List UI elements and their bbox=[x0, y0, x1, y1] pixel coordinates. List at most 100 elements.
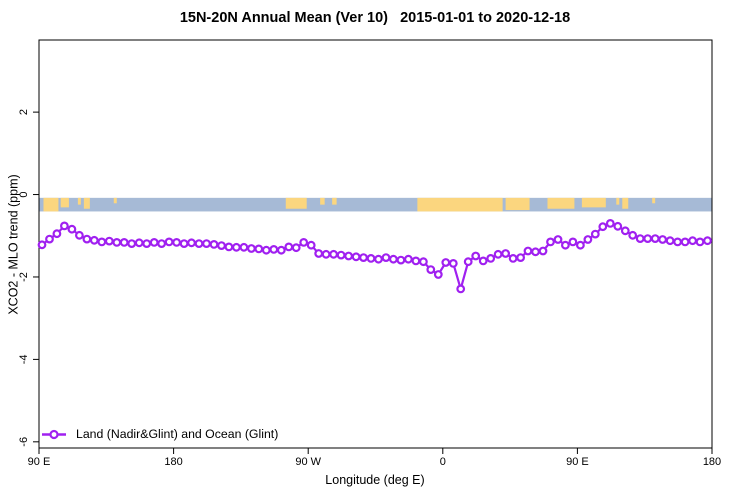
data-point-marker bbox=[404, 254, 413, 264]
data-point-marker bbox=[546, 237, 555, 247]
data-point-marker bbox=[635, 234, 645, 244]
legend-label: Land (Nadir&Glint) and Ocean (Glint) bbox=[76, 427, 279, 441]
data-point-marker bbox=[568, 237, 578, 247]
data-point-marker bbox=[703, 236, 712, 246]
plot-title: 15N-20N Annual Mean (Ver 10) 2015-01-01 … bbox=[179, 10, 571, 26]
data-point-marker bbox=[643, 234, 653, 244]
y-tick-label: 0 bbox=[18, 191, 30, 197]
data-point-marker bbox=[329, 249, 339, 259]
data-point-marker bbox=[688, 236, 697, 246]
data-point-marker bbox=[149, 237, 159, 247]
y-tick-label: -4 bbox=[18, 355, 30, 365]
data-point-marker bbox=[254, 244, 264, 254]
data-point-marker bbox=[179, 239, 189, 249]
data-point-marker bbox=[164, 237, 174, 247]
data-point-marker bbox=[486, 253, 496, 263]
data-point-marker bbox=[97, 237, 107, 247]
data-point-marker bbox=[463, 257, 473, 267]
data-point-marker bbox=[37, 240, 47, 250]
data-point-marker bbox=[493, 249, 503, 259]
data-point-marker bbox=[478, 256, 488, 266]
land-segment bbox=[616, 197, 620, 205]
data-point-marker bbox=[650, 234, 660, 244]
data-point-marker bbox=[231, 242, 241, 252]
land-segment bbox=[113, 197, 117, 204]
data-point-marker bbox=[628, 230, 638, 240]
data-point-marker bbox=[673, 237, 682, 247]
data-point-marker bbox=[620, 226, 630, 236]
data-point-marker bbox=[284, 242, 294, 252]
data-point-marker bbox=[695, 237, 705, 247]
land-segment bbox=[285, 197, 307, 209]
land-segment bbox=[505, 197, 530, 211]
x-tick-label: 90 E bbox=[566, 456, 589, 468]
data-point-marker bbox=[104, 236, 114, 246]
data-point-marker bbox=[344, 251, 354, 261]
ocean-strip bbox=[39, 197, 712, 212]
data-point-marker bbox=[590, 229, 600, 239]
land-segment bbox=[43, 197, 59, 212]
data-point-marker bbox=[194, 239, 204, 249]
data-point-marker bbox=[239, 242, 249, 252]
data-point-marker bbox=[665, 236, 675, 246]
data-point-marker bbox=[269, 244, 279, 254]
data-point-marker bbox=[217, 241, 226, 251]
data-point-marker bbox=[508, 253, 518, 263]
data-point-marker bbox=[82, 234, 92, 244]
data-point-marker bbox=[426, 265, 436, 275]
data-point-marker bbox=[471, 251, 481, 261]
data-point-marker bbox=[501, 249, 511, 258]
y-tick-label: 2 bbox=[18, 109, 30, 115]
data-point-marker bbox=[209, 239, 219, 249]
data-point-marker bbox=[381, 253, 391, 263]
data-point-marker bbox=[60, 221, 69, 231]
data-point-marker bbox=[142, 239, 152, 249]
data-point-marker bbox=[374, 254, 383, 264]
data-point-marker bbox=[157, 239, 167, 249]
data-point-marker bbox=[74, 230, 84, 240]
data-point-marker bbox=[291, 243, 301, 253]
data-point-marker bbox=[605, 218, 615, 228]
data-point-marker bbox=[299, 237, 309, 247]
data-point-marker bbox=[538, 246, 548, 256]
data-point-marker bbox=[119, 237, 129, 247]
data-point-marker bbox=[613, 221, 623, 231]
land-segment bbox=[622, 197, 629, 209]
data-point-marker bbox=[321, 249, 331, 259]
land-segment bbox=[547, 197, 575, 209]
data-point-marker bbox=[658, 235, 667, 244]
data-point-marker bbox=[306, 240, 316, 250]
data-point-marker bbox=[583, 235, 593, 244]
land-segment bbox=[83, 197, 90, 209]
data-point-marker bbox=[441, 258, 451, 267]
data-point-marker bbox=[576, 240, 585, 250]
data-point-marker bbox=[523, 246, 533, 256]
data-point-marker bbox=[187, 238, 196, 248]
land-segment bbox=[320, 197, 325, 205]
data-point-marker bbox=[366, 253, 376, 263]
data-point-marker bbox=[419, 257, 428, 267]
data-point-marker bbox=[359, 253, 368, 263]
x-axis-title: Longitude (deg E) bbox=[325, 473, 425, 487]
data-point-marker bbox=[52, 229, 62, 239]
data-point-marker bbox=[202, 239, 211, 249]
data-point-marker bbox=[561, 240, 570, 250]
x-tick-label: 90 E bbox=[28, 456, 51, 468]
x-tick-label: 180 bbox=[164, 456, 182, 468]
data-point-marker bbox=[172, 237, 182, 247]
data-point-marker bbox=[336, 250, 346, 260]
data-point-marker bbox=[261, 245, 271, 255]
data-point-marker bbox=[396, 255, 406, 265]
x-tick-label: 90 W bbox=[295, 456, 321, 468]
land-segment bbox=[60, 197, 69, 208]
data-point-marker bbox=[314, 249, 324, 258]
land-segment bbox=[77, 197, 81, 205]
land-segment bbox=[581, 197, 606, 208]
data-point-marker bbox=[553, 235, 563, 244]
legend-marker-icon bbox=[49, 429, 59, 440]
data-point-marker bbox=[411, 256, 421, 266]
data-point-marker bbox=[516, 253, 525, 263]
data-point-marker bbox=[127, 239, 137, 249]
